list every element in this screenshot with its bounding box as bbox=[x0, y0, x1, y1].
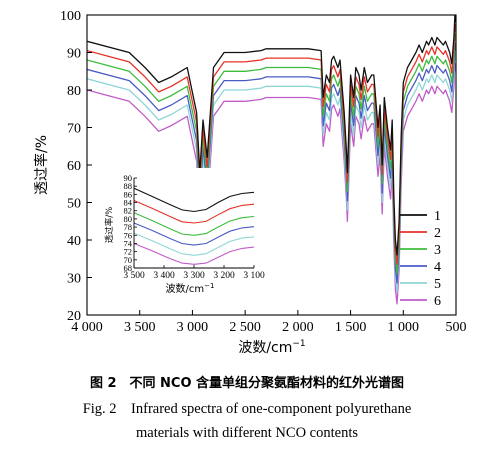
x-axis-label-superscript: −1 bbox=[292, 339, 305, 349]
inset-series-line-4 bbox=[133, 222, 255, 246]
x-tick-label: 500 bbox=[446, 320, 467, 335]
y-tick-label: 30 bbox=[67, 272, 81, 287]
y-tick-label: 50 bbox=[67, 197, 81, 212]
y-axis-label: 透过率/% bbox=[33, 135, 50, 195]
inset-x-tick-label: 3 300 bbox=[183, 271, 205, 281]
x-tick-label: 2 500 bbox=[229, 320, 261, 335]
inset-series-line-2 bbox=[133, 199, 255, 224]
x-tick-label: 4 000 bbox=[71, 320, 103, 335]
caption-chinese: 图 2 不同 NCO 含量单组分聚氨酯材料的红外光谱图 bbox=[89, 376, 405, 391]
inset-y-tick-label: 90 bbox=[124, 173, 133, 183]
series-line-5 bbox=[87, 51, 456, 294]
x-axis-label-text: 波数/cm bbox=[238, 340, 292, 356]
main-series-group bbox=[87, 15, 456, 305]
inset-x-axis-label: 波数/cm−1 bbox=[166, 282, 215, 295]
inset-y-tick-label: 70 bbox=[124, 255, 133, 265]
inset-series-line-6 bbox=[133, 242, 255, 265]
legend-label-1: 1 bbox=[434, 209, 441, 224]
inset-y-tick-label: 80 bbox=[124, 214, 133, 224]
inset-y-tick-label: 72 bbox=[124, 247, 133, 257]
series-line-1 bbox=[87, 15, 456, 256]
x-tick-label: 1 000 bbox=[388, 320, 420, 335]
inset-series-line-1 bbox=[133, 187, 255, 213]
caption-english-line1: Fig. 2 Infrared spectra of one-component… bbox=[82, 401, 412, 417]
inset-x-tick-label: 3 200 bbox=[213, 271, 235, 281]
x-tick-label: 3 500 bbox=[124, 320, 156, 335]
inset-y-tick-label: 68 bbox=[124, 263, 133, 273]
series-line-6 bbox=[87, 63, 456, 305]
inset-series-line-3 bbox=[133, 212, 255, 236]
series-line-2 bbox=[87, 23, 456, 266]
y-tick-label: 80 bbox=[67, 84, 81, 99]
inset-y-axis-label: 透过率/% bbox=[104, 207, 115, 243]
main-axes-group: 4 000 3 500 3 000 2 500 2 000 1 500 1 000 500 20… bbox=[60, 9, 467, 335]
inset-y-tick-label: 86 bbox=[124, 189, 133, 199]
legend-label-6: 6 bbox=[434, 294, 441, 309]
x-tick-label: 1 500 bbox=[335, 320, 367, 335]
ir-spectra-figure: 4 000 3 500 3 000 2 500 2 000 1 500 1 000 500 20… bbox=[33, 9, 467, 356]
y-tick-label: 60 bbox=[67, 159, 81, 174]
series-line-3 bbox=[87, 33, 456, 275]
inset-x-tick-label: 3 500 bbox=[123, 271, 145, 281]
inset-y-tick-label: 78 bbox=[124, 222, 133, 232]
x-tick-label: 2 000 bbox=[282, 320, 314, 335]
inset-series-line-5 bbox=[133, 232, 255, 256]
caption-english-line2: materials with different NCO contents bbox=[135, 425, 358, 441]
inset-x-tick-label: 3 400 bbox=[153, 271, 175, 281]
legend-label-5: 5 bbox=[434, 277, 441, 292]
inset-y-tick-label: 76 bbox=[124, 230, 133, 240]
y-tick-label: 70 bbox=[67, 122, 81, 137]
inset-y-tick-label: 82 bbox=[124, 206, 133, 216]
inset-x-axis-label-text: 波数/cm bbox=[166, 282, 205, 295]
x-axis-label: 波数/cm−1 bbox=[238, 339, 305, 356]
inset-series-group bbox=[104, 168, 266, 292]
series-line-4 bbox=[87, 42, 456, 284]
y-tick-label: 40 bbox=[67, 234, 81, 249]
y-tick-label: 20 bbox=[67, 309, 81, 324]
inset-x-axis-label-superscript: −1 bbox=[204, 282, 214, 290]
x-tick-label: 3 000 bbox=[177, 320, 209, 335]
inset-y-tick-label: 84 bbox=[124, 198, 133, 208]
legend: 1 2 3 4 5 6 bbox=[400, 209, 441, 309]
inset-y-tick-label: 88 bbox=[124, 181, 133, 191]
y-tick-label: 90 bbox=[67, 47, 81, 62]
inset-background bbox=[104, 168, 266, 292]
y-tick-label: 100 bbox=[60, 9, 81, 24]
inset-y-tick-label: 74 bbox=[124, 238, 133, 248]
inset-x-tick-label: 3 100 bbox=[243, 271, 265, 281]
legend-label-4: 4 bbox=[434, 260, 441, 275]
legend-label-2: 2 bbox=[434, 226, 441, 241]
legend-label-3: 3 bbox=[434, 243, 441, 258]
